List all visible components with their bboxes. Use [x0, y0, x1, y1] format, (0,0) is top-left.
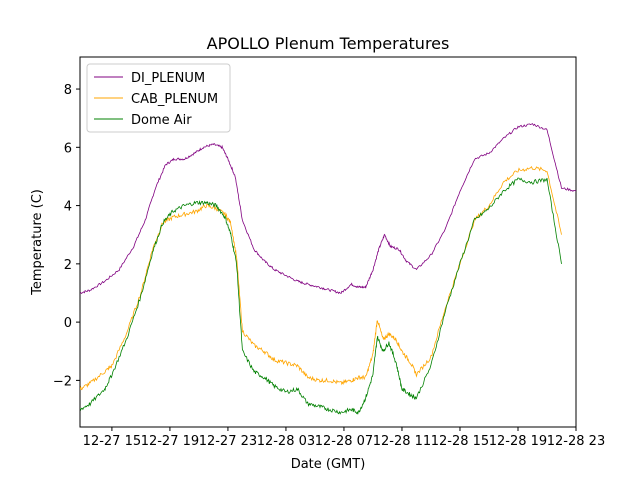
y-axis-label: Temperature (C) — [30, 189, 45, 296]
x-axis-label: Date (GMT) — [291, 457, 366, 472]
x-tick-label: 12-28 19 — [489, 434, 547, 449]
x-axis: 12-27 15 12-27 19 12-27 23 12-28 03 12-28 07… — [83, 427, 605, 449]
y-tick-label: −2 — [53, 374, 72, 389]
chart-title: APOLLO Plenum Temperatures — [207, 34, 450, 53]
legend-label: Dome Air — [131, 113, 192, 128]
x-tick-label: 12-28 23 — [547, 434, 605, 449]
y-tick-label: 0 — [64, 316, 72, 331]
legend-label: CAB_PLENUM — [131, 92, 218, 107]
y-tick-label: 2 — [64, 258, 72, 273]
series-line-dome-air — [80, 177, 562, 415]
legend-frame — [86, 63, 231, 133]
legend-label: DI_PLENUM — [131, 71, 205, 86]
y-tick-label: 4 — [64, 200, 72, 215]
x-tick-label: 12-28 11 — [373, 434, 431, 449]
y-axis: −2 0 2 4 6 8 — [53, 83, 80, 389]
series-line-cab-plenum — [80, 165, 562, 391]
y-tick-label: 6 — [64, 141, 72, 156]
x-tick-label: 12-27 19 — [141, 434, 199, 449]
series-layer — [80, 123, 576, 415]
x-tick-label: 12-27 23 — [199, 434, 257, 449]
x-tick-label: 12-28 15 — [431, 434, 489, 449]
x-tick-label: 12-28 07 — [315, 434, 373, 449]
x-tick-label: 12-27 15 — [83, 434, 141, 449]
legend: DI_PLENUM CAB_PLENUM Dome Air — [86, 63, 231, 133]
y-tick-label: 8 — [64, 83, 72, 98]
x-tick-label: 12-28 03 — [257, 434, 315, 449]
series-line-di-plenum — [80, 123, 576, 295]
